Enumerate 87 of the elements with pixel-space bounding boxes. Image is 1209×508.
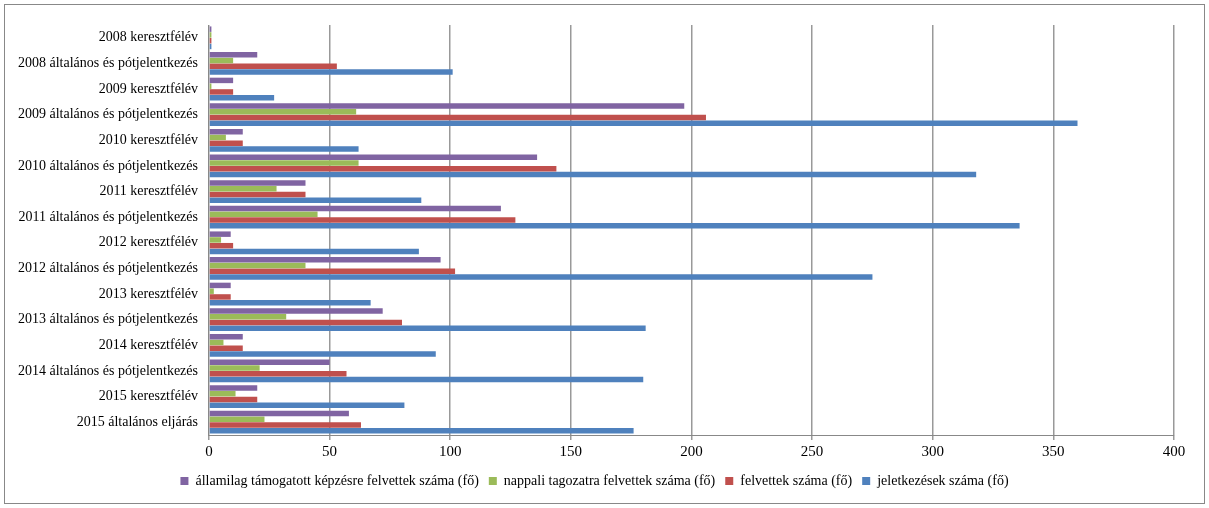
- x-tick-label: 250: [800, 442, 824, 459]
- bar: [209, 69, 453, 75]
- bar: [209, 396, 258, 403]
- bar: [209, 205, 501, 212]
- bar: [209, 77, 234, 84]
- bar: [209, 325, 646, 332]
- bar: [209, 57, 234, 64]
- bar: [209, 299, 371, 306]
- bar: [209, 154, 538, 161]
- bar: [209, 52, 258, 58]
- bar: [209, 128, 243, 135]
- bar: [209, 237, 222, 243]
- x-tick-label: 300: [921, 442, 944, 459]
- y-tick-label: 2014 általános és pótjelentkezés: [18, 362, 198, 378]
- x-tick-label: 400: [1162, 442, 1186, 459]
- bar: [209, 274, 873, 280]
- bar: [209, 282, 231, 289]
- bar: [209, 385, 258, 391]
- y-tick-label: 2013 általános és pótjelentkezés: [18, 311, 198, 327]
- bar: [209, 262, 306, 269]
- y-tick-label: 2014 keresztfélév: [98, 336, 198, 352]
- x-tick-label: 200: [680, 442, 703, 459]
- bar: [209, 314, 287, 320]
- bar: [209, 231, 231, 237]
- bar: [209, 242, 234, 249]
- y-tick-label: 2015 keresztfélév: [98, 388, 198, 404]
- bar: [209, 268, 456, 275]
- bar: [209, 211, 318, 218]
- y-tick-label: 2012 keresztfélév: [98, 234, 198, 250]
- bar: [209, 288, 214, 294]
- y-tick-label: 2008 általános és pótjelentkezés: [18, 55, 198, 71]
- bar: [209, 114, 706, 121]
- y-tick-label: 2013 keresztfélév: [98, 285, 198, 301]
- x-tick-label: 50: [322, 442, 338, 459]
- bar: [209, 180, 306, 186]
- bar: [209, 63, 337, 70]
- y-tick-label: 2008 keresztfélév: [98, 29, 198, 45]
- legend-label: jeletkezések száma (fő): [876, 472, 1009, 489]
- bar: [209, 185, 277, 192]
- legend-label: államilag támogatott képzésre felvettek száma (fő): [195, 472, 480, 489]
- bar: [209, 197, 422, 203]
- bar: [209, 217, 516, 223]
- y-tick-label: 2011 keresztfélév: [99, 183, 198, 199]
- y-tick-label: 2010 keresztfélév: [98, 131, 198, 147]
- bar: [209, 333, 243, 340]
- x-tick-label: 150: [559, 442, 583, 459]
- bar: [209, 223, 1020, 229]
- bar: [209, 416, 265, 423]
- bar: [209, 166, 557, 172]
- bar: [209, 109, 357, 115]
- y-tick-label: 2011 általános és pótjelentkezés: [18, 208, 198, 224]
- bar: [209, 160, 359, 166]
- bar: [209, 359, 330, 366]
- x-tick-label: 0: [205, 442, 213, 459]
- y-tick-label: 2010 általános és pótjelentkezés: [18, 157, 198, 173]
- y-tick-label: 2009 általános és pótjelentkezés: [18, 106, 198, 122]
- bar: [209, 294, 231, 300]
- bar: [209, 248, 419, 255]
- bar: [209, 191, 306, 198]
- bar: [209, 345, 243, 351]
- bar: [209, 146, 359, 152]
- bar: [209, 319, 402, 326]
- bar: [209, 120, 1078, 127]
- bar: [209, 308, 383, 314]
- y-tick-label: 2009 keresztfélév: [98, 80, 198, 96]
- legend-label: nappali tagozatra felvettek száma (fő): [503, 472, 716, 489]
- bar: [209, 257, 441, 263]
- bar: [209, 134, 226, 141]
- bar: [209, 371, 347, 377]
- legend-label: felvettek száma (fő): [740, 472, 853, 489]
- bar: [209, 140, 243, 146]
- bar: [209, 365, 260, 371]
- bar: [209, 94, 275, 101]
- bar: [209, 351, 436, 357]
- x-tick-label: 350: [1042, 442, 1065, 459]
- bar: [209, 390, 236, 397]
- y-tick-label: 2012 általános és pótjelentkezés: [18, 260, 198, 276]
- bar: [209, 103, 685, 109]
- bar: [209, 428, 634, 434]
- bar: [209, 171, 977, 178]
- x-tick-label: 100: [439, 442, 462, 459]
- bar: [209, 89, 234, 95]
- bar: [209, 422, 361, 428]
- y-tick-label: 2015 általános eljárás: [76, 413, 198, 429]
- bar: [209, 402, 405, 408]
- bar: [209, 410, 349, 417]
- bar: [209, 376, 644, 383]
